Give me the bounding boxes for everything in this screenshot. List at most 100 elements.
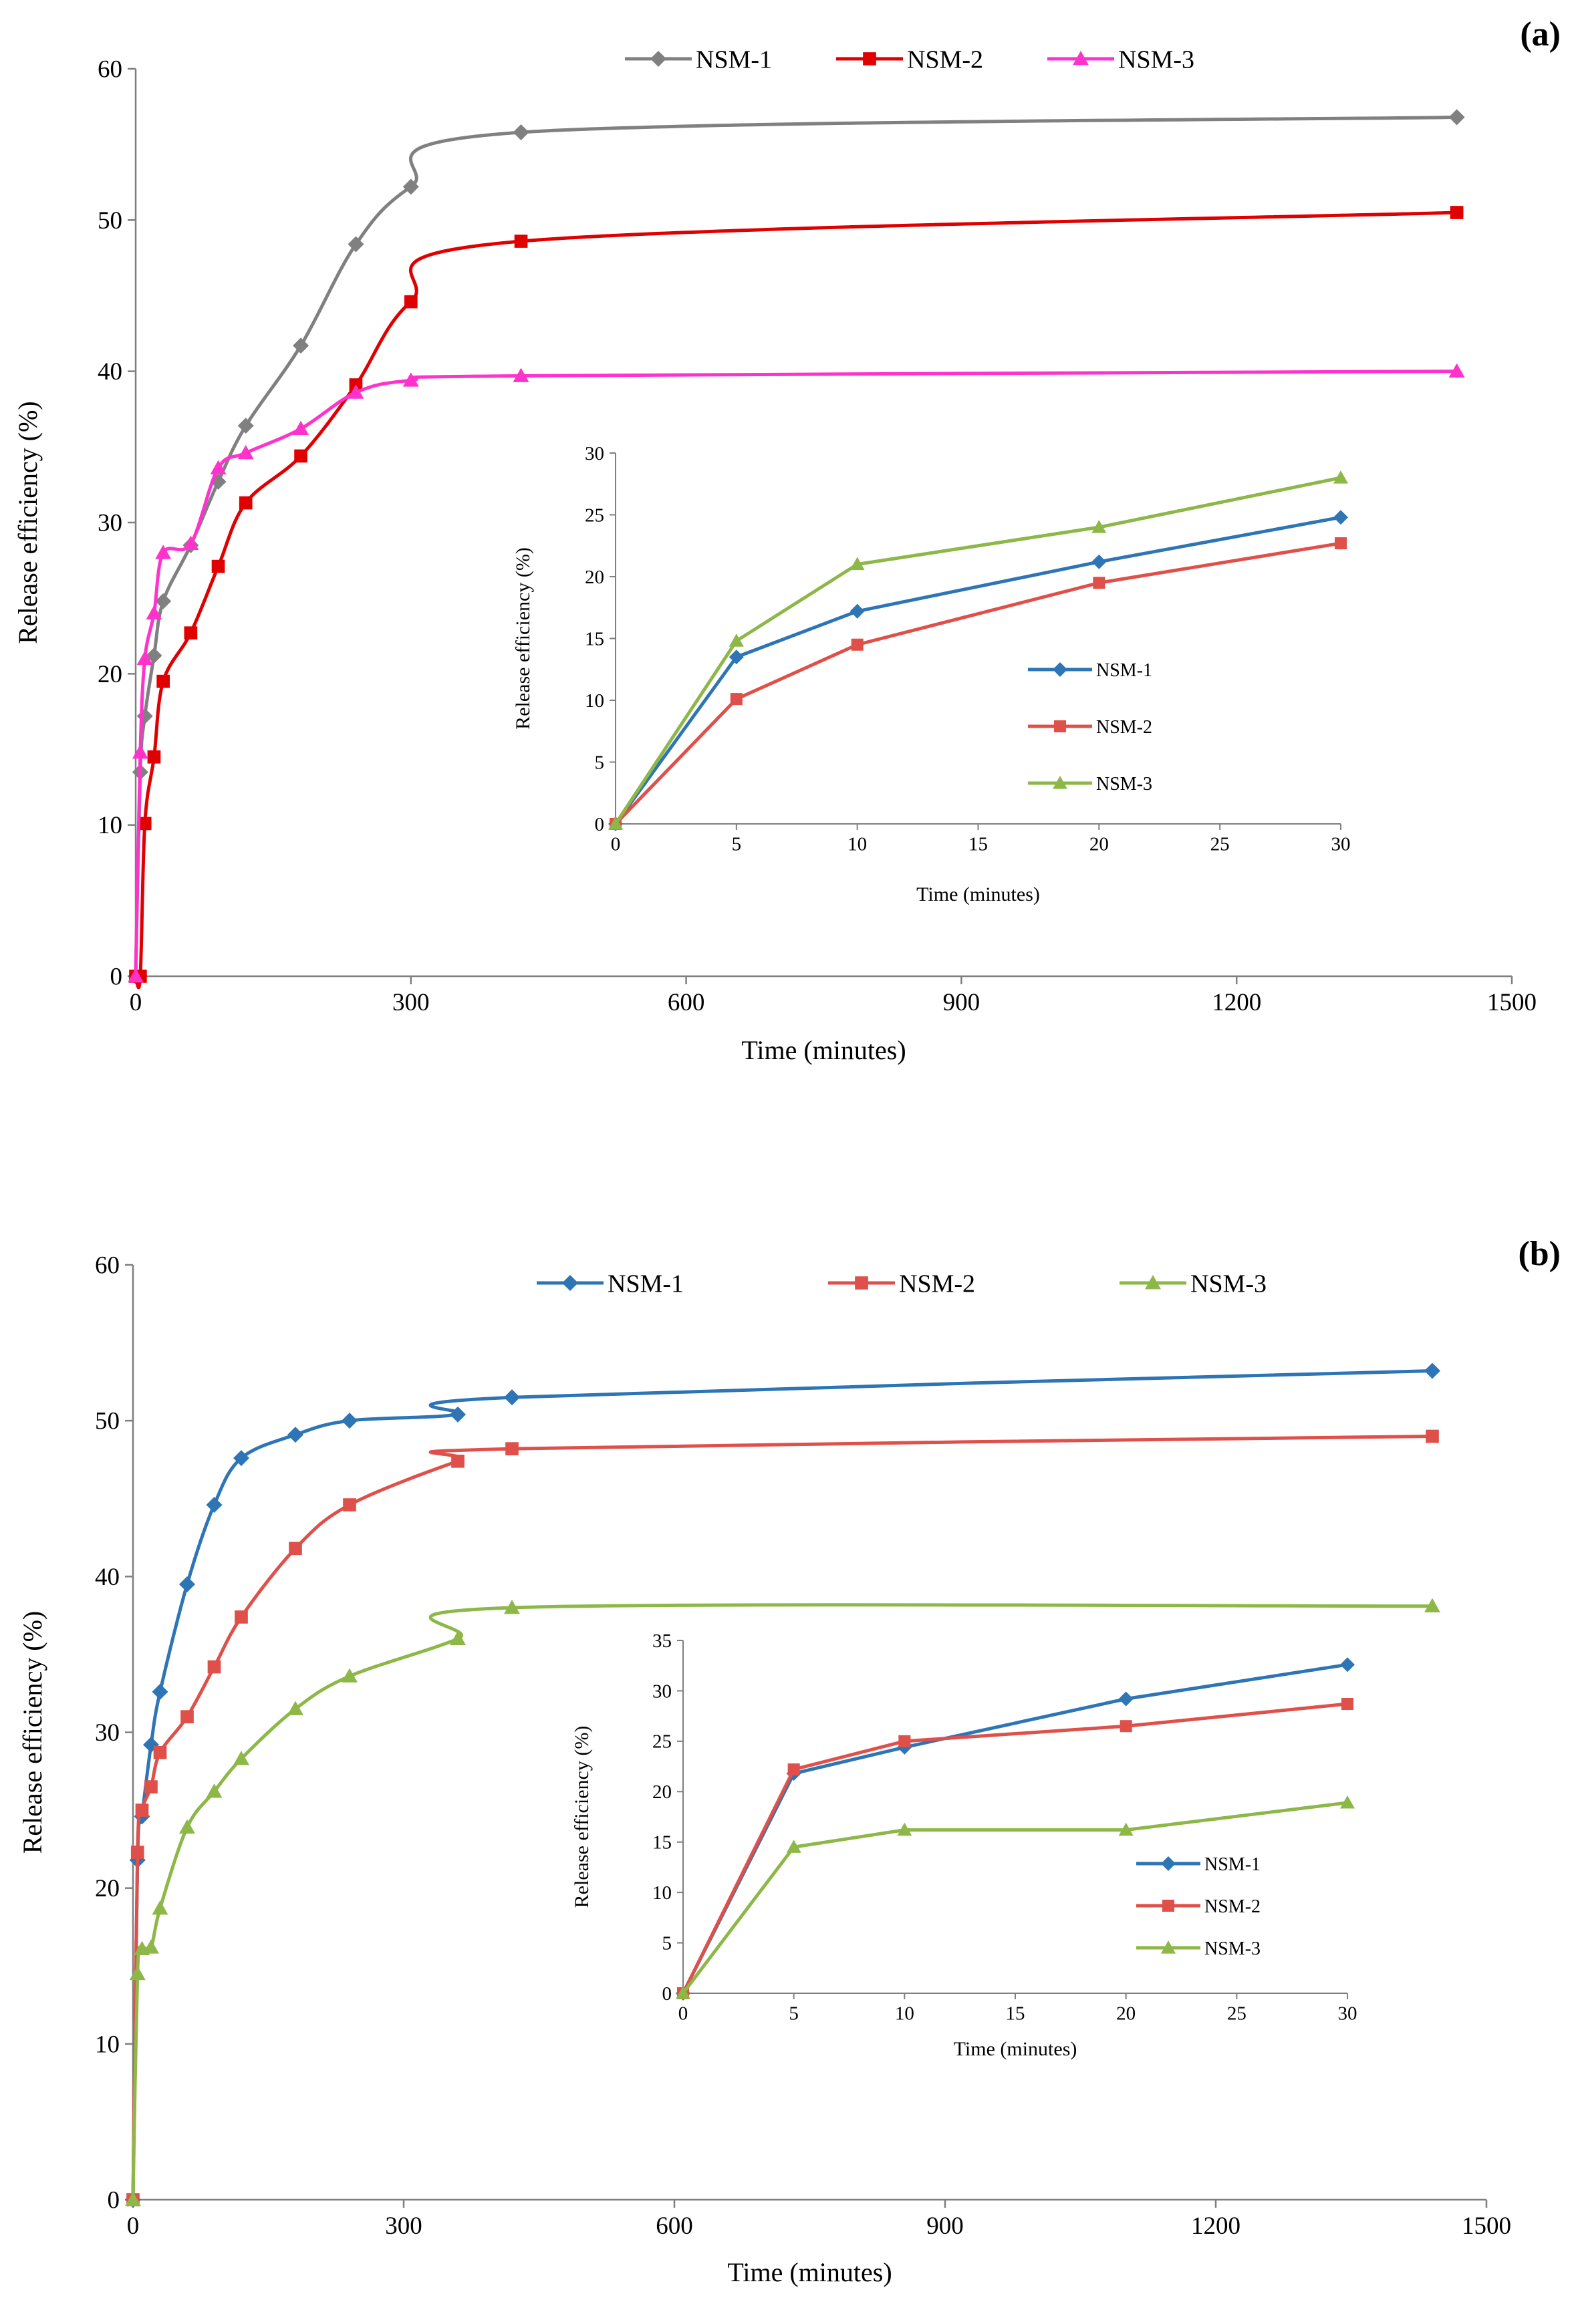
inset-data-point-nsm-1 — [729, 649, 744, 665]
inset-x-tick-label: 20 — [1089, 833, 1109, 855]
legend-label-nsm-2: NSM-2 — [907, 45, 983, 74]
data-point-nsm-3 — [143, 1939, 159, 1954]
inset-legend-label-nsm-3: NSM-3 — [1204, 1938, 1261, 1959]
data-point-nsm-2 — [1426, 1429, 1439, 1443]
data-point-nsm-3 — [125, 2192, 141, 2206]
data-point-nsm-3 — [128, 968, 144, 983]
data-point-nsm-3 — [206, 1783, 223, 1798]
x-tick-label: 1500 — [1462, 2212, 1511, 2240]
data-point-nsm-3 — [152, 1900, 168, 1915]
data-point-nsm-1 — [1424, 1362, 1440, 1379]
inset-y-tick-label: 25 — [652, 1731, 672, 1753]
inset-data-point-nsm-3 — [849, 557, 865, 571]
y-tick-label: 60 — [95, 1252, 120, 1280]
inset-data-point-nsm-2 — [1341, 1698, 1354, 1711]
y-tick-label: 40 — [95, 1564, 120, 1591]
legend-label-nsm-2: NSM-2 — [899, 1270, 975, 1298]
data-point-nsm-2 — [147, 750, 161, 764]
series-line-nsm-3 — [134, 370, 1457, 977]
y-tick-label: 10 — [95, 2031, 120, 2058]
data-point-nsm-3 — [287, 1701, 303, 1715]
inset-legend-label-nsm-1: NSM-1 — [1204, 1854, 1261, 1875]
data-point-nsm-2 — [239, 496, 253, 510]
x-tick-label: 0 — [127, 2212, 140, 2240]
inset-y-tick-label: 10 — [652, 1882, 672, 1904]
inset-chart: 0 5 10 15 20 25 30 0 5 10 15 20 25 30 Time (minutes) Re… — [512, 443, 1351, 905]
data-point-nsm-3 — [155, 545, 172, 559]
x-tick-label: 600 — [656, 2212, 693, 2240]
data-point-nsm-1 — [233, 1450, 249, 1467]
data-point-nsm-1 — [1448, 109, 1465, 126]
inset-y-tick-label: 30 — [652, 1681, 672, 1702]
inset-x-axis-title: Time (minutes) — [954, 2038, 1077, 2060]
data-point-nsm-2 — [135, 1803, 149, 1817]
y-tick-label: 50 — [98, 207, 122, 235]
y-tick-label: 30 — [98, 510, 122, 537]
data-point-nsm-1 — [155, 593, 172, 609]
panel-label: (a) — [1520, 15, 1561, 53]
inset-data-point-nsm-3 — [897, 1822, 912, 1836]
data-point-nsm-3 — [513, 368, 529, 382]
data-point-nsm-1 — [504, 1389, 520, 1406]
x-tick-label: 300 — [385, 2212, 422, 2240]
inset-x-tick-label: 0 — [611, 833, 621, 855]
inset-data-point-nsm-2 — [787, 1763, 800, 1776]
x-axis-title: Time (minutes) — [741, 1035, 906, 1065]
data-point-nsm-2 — [153, 1745, 167, 1759]
y-tick-label: 20 — [98, 661, 122, 688]
inset-y-tick-label: 15 — [585, 628, 604, 649]
data-point-nsm-1 — [293, 337, 309, 354]
data-point-nsm-1 — [450, 1406, 466, 1423]
inset-data-point-nsm-1 — [1333, 510, 1348, 525]
data-point-nsm-3 — [293, 420, 309, 436]
inset-legend-label-nsm-2: NSM-2 — [1204, 1896, 1261, 1917]
inset-legend-marker-nsm-1 — [1161, 1856, 1176, 1871]
data-point-nsm-3 — [348, 384, 364, 399]
inset-data-point-nsm-2 — [730, 693, 743, 706]
inset-x-tick-label: 20 — [1116, 2003, 1136, 2024]
data-point-nsm-2 — [343, 1498, 356, 1511]
data-point-nsm-3 — [1424, 1598, 1440, 1612]
data-point-nsm-3 — [504, 1599, 520, 1614]
x-axis-title: Time (minutes) — [727, 2257, 892, 2287]
y-tick-label: 50 — [95, 1408, 120, 1435]
panel-label: (b) — [1518, 1235, 1561, 1273]
inset-legend-label-nsm-2: NSM-2 — [1096, 717, 1152, 738]
legend-label-nsm-1: NSM-1 — [696, 45, 772, 74]
data-point-nsm-2 — [289, 1542, 302, 1556]
inset-series-line-nsm-1 — [614, 515, 1341, 825]
data-point-nsm-2 — [211, 559, 225, 573]
inset-y-tick-label: 5 — [662, 1932, 672, 1954]
inset-x-tick-label: 0 — [678, 2003, 688, 2024]
inset-x-tick-label: 30 — [1331, 833, 1351, 855]
inset-legend-marker-nsm-1 — [1053, 662, 1067, 677]
data-point-nsm-2 — [404, 295, 418, 309]
inset-y-tick-label: 10 — [585, 690, 604, 712]
data-point-nsm-1 — [402, 178, 419, 195]
x-tick-label: 300 — [392, 989, 430, 1016]
inset-legend-label-nsm-1: NSM-1 — [1096, 660, 1152, 681]
data-point-nsm-1 — [287, 1427, 303, 1443]
inset-data-point-nsm-2 — [898, 1735, 911, 1747]
data-point-nsm-1 — [342, 1413, 358, 1429]
data-point-nsm-3 — [179, 1819, 195, 1834]
inset-legend-marker-nsm-3 — [1161, 1940, 1176, 1954]
inset-chart: 0 5 10 15 20 25 30 35 0 5 10 15 20 25 30 Time (minutes)… — [571, 1630, 1357, 2060]
legend-label-nsm-3: NSM-3 — [1190, 1270, 1267, 1298]
data-point-nsm-3 — [237, 444, 254, 460]
inset-data-point-nsm-3 — [729, 633, 744, 647]
y-axis-title: Release efficiency (%) — [17, 1611, 47, 1854]
inset-y-tick-label: 30 — [585, 443, 604, 464]
inset-y-tick-label: 15 — [652, 1832, 672, 1854]
inset-legend-marker-nsm-2 — [1162, 1899, 1175, 1912]
inset-y-tick-label: 20 — [585, 567, 604, 588]
data-point-nsm-3 — [146, 605, 162, 620]
inset-x-tick-label: 15 — [1006, 2003, 1025, 2024]
legend-marker-nsm-2 — [855, 1276, 868, 1290]
x-tick-label: 900 — [926, 2212, 964, 2240]
inset-data-point-nsm-3 — [1091, 520, 1107, 533]
inset-x-axis-title: Time (minutes) — [916, 883, 1040, 905]
inset-data-point-nsm-3 — [1118, 1822, 1134, 1836]
series-line-nsm-1 — [134, 115, 1457, 977]
